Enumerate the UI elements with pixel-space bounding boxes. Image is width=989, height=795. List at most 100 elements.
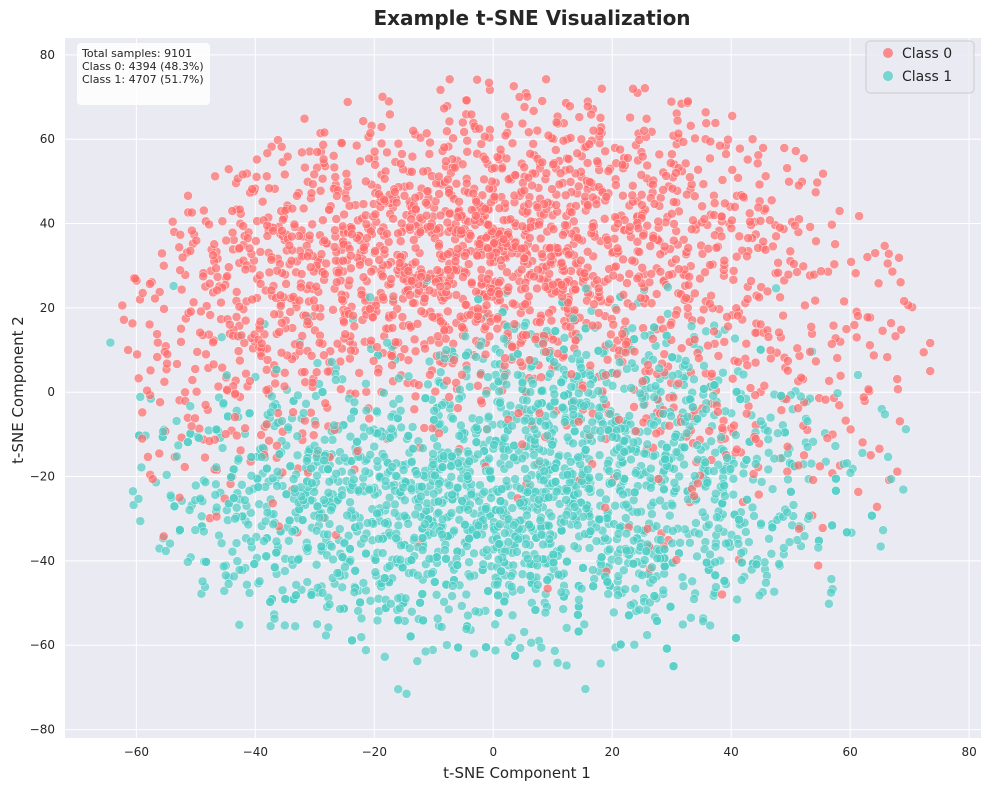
data-point-class-1 <box>515 498 525 508</box>
data-point-class-1 <box>535 515 545 525</box>
data-point-class-1 <box>466 489 477 499</box>
data-point-class-0 <box>319 127 330 138</box>
data-point-class-0 <box>672 115 683 126</box>
data-point-class-0 <box>612 243 623 254</box>
data-point-class-0 <box>150 293 160 304</box>
data-point-class-0 <box>222 271 232 281</box>
data-point-class-0 <box>337 294 347 305</box>
data-point-class-0 <box>444 392 454 402</box>
data-point-class-0 <box>637 190 647 200</box>
data-point-class-0 <box>147 474 158 484</box>
data-point-class-1 <box>667 352 677 362</box>
data-point-class-1 <box>699 361 709 371</box>
data-point-class-0 <box>730 202 740 212</box>
data-point-class-0 <box>472 250 482 261</box>
data-point-class-0 <box>666 96 677 107</box>
data-point-class-0 <box>700 267 710 277</box>
data-point-class-0 <box>618 190 628 201</box>
data-point-class-0 <box>510 170 520 180</box>
data-point-class-0 <box>132 349 142 360</box>
data-point-class-1 <box>483 372 493 382</box>
data-point-class-1 <box>453 447 463 457</box>
data-point-class-1 <box>542 430 552 441</box>
data-point-class-0 <box>286 256 297 266</box>
data-point-class-0 <box>450 256 461 266</box>
data-point-class-1 <box>730 333 740 344</box>
data-point-class-1 <box>669 478 680 488</box>
data-point-class-1 <box>662 330 672 341</box>
data-point-class-1 <box>356 632 366 642</box>
data-point-class-1 <box>731 430 741 440</box>
data-point-class-1 <box>386 599 396 609</box>
data-point-class-1 <box>161 470 172 480</box>
data-point-class-1 <box>345 431 356 442</box>
y-tick-label: −60 <box>30 638 55 652</box>
data-point-class-1 <box>883 452 893 462</box>
data-point-class-1 <box>713 523 724 534</box>
data-point-class-0 <box>175 230 186 240</box>
y-tick-label: −20 <box>30 470 55 484</box>
data-point-class-0 <box>541 168 552 179</box>
data-point-class-0 <box>746 276 756 286</box>
data-point-class-1 <box>448 581 458 591</box>
data-point-class-0 <box>330 172 340 182</box>
data-point-class-1 <box>675 538 685 548</box>
data-point-class-1 <box>331 375 341 385</box>
data-point-class-1 <box>659 484 669 494</box>
data-point-class-0 <box>416 272 426 282</box>
data-point-class-0 <box>190 364 200 374</box>
data-point-class-0 <box>592 156 602 166</box>
data-point-class-0 <box>800 300 810 311</box>
data-point-class-0 <box>617 329 627 339</box>
data-point-class-0 <box>344 201 355 211</box>
data-point-class-0 <box>356 289 367 300</box>
data-point-class-1 <box>472 530 482 540</box>
data-point-class-0 <box>415 227 425 238</box>
x-tick-label: −60 <box>124 745 149 759</box>
data-point-class-0 <box>606 329 616 340</box>
data-point-class-1 <box>901 424 911 434</box>
data-point-class-0 <box>458 159 468 170</box>
data-point-class-1 <box>594 411 604 421</box>
data-point-class-0 <box>652 289 662 299</box>
data-point-class-1 <box>618 489 628 499</box>
data-point-class-0 <box>386 274 396 284</box>
data-point-class-0 <box>893 384 903 394</box>
data-point-class-1 <box>576 363 586 373</box>
data-point-class-0 <box>532 125 542 136</box>
data-point-class-0 <box>587 320 598 331</box>
data-point-class-0 <box>269 309 279 319</box>
data-point-class-0 <box>919 347 929 357</box>
data-point-class-1 <box>522 487 533 497</box>
data-point-class-1 <box>183 437 193 447</box>
data-point-class-1 <box>705 620 715 631</box>
data-point-class-0 <box>723 321 733 332</box>
data-point-class-0 <box>362 233 372 243</box>
data-point-class-0 <box>765 345 776 356</box>
data-point-class-1 <box>500 433 510 443</box>
data-point-class-1 <box>604 544 615 555</box>
data-point-class-0 <box>425 221 435 232</box>
data-point-class-1 <box>519 415 530 426</box>
data-point-class-0 <box>439 103 449 114</box>
data-point-class-0 <box>255 247 266 257</box>
data-point-class-0 <box>187 207 197 218</box>
data-point-class-1 <box>507 421 517 431</box>
data-point-class-0 <box>306 262 316 272</box>
data-point-class-0 <box>558 135 569 146</box>
data-point-class-0 <box>418 166 428 177</box>
data-point-class-0 <box>379 245 390 255</box>
data-point-class-1 <box>499 334 509 344</box>
data-point-class-1 <box>523 553 533 564</box>
data-point-class-1 <box>335 604 345 614</box>
data-point-class-0 <box>835 371 846 381</box>
data-point-class-1 <box>211 502 222 513</box>
data-point-class-0 <box>925 338 935 348</box>
data-point-class-1 <box>428 449 438 459</box>
data-point-class-1 <box>361 645 371 655</box>
data-point-class-0 <box>378 271 388 281</box>
data-point-class-1 <box>490 645 501 656</box>
data-point-class-0 <box>887 266 898 277</box>
data-point-class-0 <box>641 114 652 124</box>
data-point-class-0 <box>507 342 517 352</box>
